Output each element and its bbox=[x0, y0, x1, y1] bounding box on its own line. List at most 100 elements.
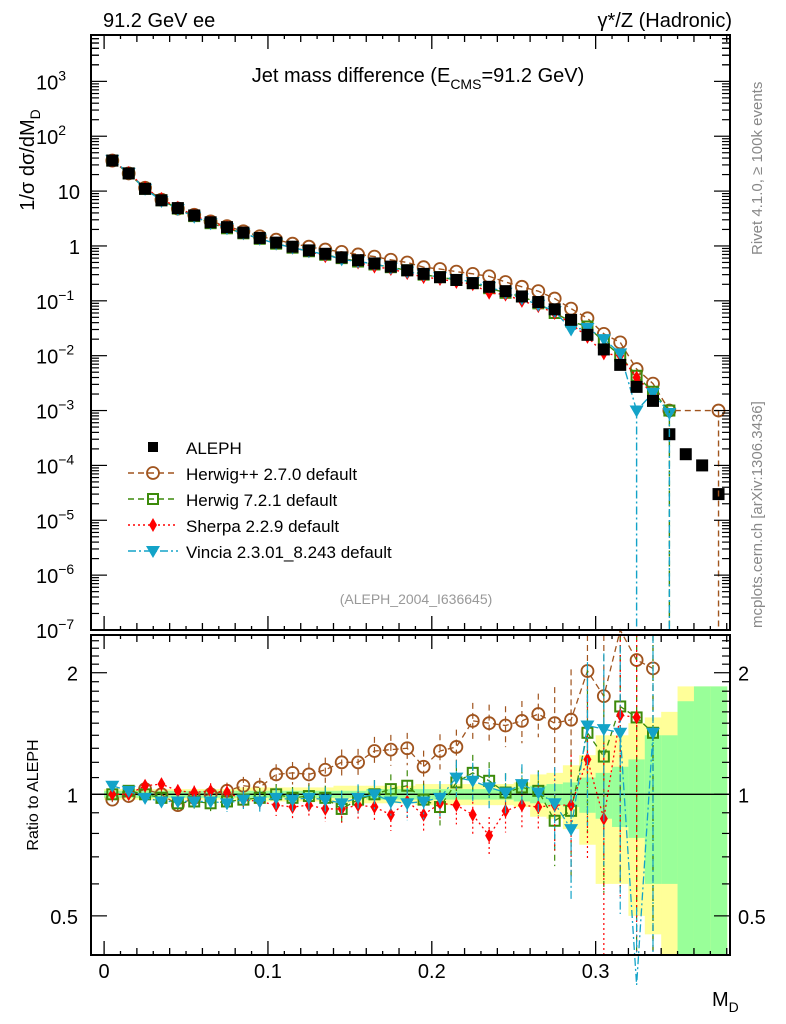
series-herwig-7-2-1-default bbox=[106, 154, 676, 417]
ratio-data-point bbox=[465, 713, 480, 728]
legend-marker-icon bbox=[146, 546, 160, 558]
ratio-data-point bbox=[498, 787, 513, 800]
band-inner-bin bbox=[693, 686, 711, 955]
x-axis-label-main: M bbox=[712, 989, 729, 1011]
ratio-data-point bbox=[400, 798, 415, 811]
ratio-data-point bbox=[580, 720, 595, 733]
y-tick-base: 10 bbox=[36, 511, 58, 533]
ratio-data-point bbox=[318, 794, 333, 807]
legend-marker-icon bbox=[147, 493, 159, 505]
data-point bbox=[368, 257, 381, 270]
ratio-data-point bbox=[141, 778, 150, 793]
ratio-data-point bbox=[105, 780, 120, 793]
ratio-data-point bbox=[485, 828, 494, 843]
ratio-y-tick-label: 1 bbox=[67, 785, 78, 807]
legend-entry: Herwig++ 2.7.0 default bbox=[128, 465, 357, 484]
ratio-data-point bbox=[252, 796, 267, 809]
ratio-data-point bbox=[531, 707, 546, 721]
series-line bbox=[111, 160, 654, 395]
data-point bbox=[253, 231, 266, 244]
y-tick-exponent: −1 bbox=[58, 287, 74, 303]
ratio-data-point bbox=[121, 785, 136, 798]
y-tick-base: 10 bbox=[36, 566, 58, 588]
data-point bbox=[679, 448, 692, 461]
data-point bbox=[581, 328, 594, 341]
ratio-data-point bbox=[400, 741, 415, 756]
data-point bbox=[613, 335, 628, 350]
y-tick-exponent: −7 bbox=[58, 616, 74, 632]
band-inner-bin bbox=[677, 701, 695, 955]
y-tick-exponent: −5 bbox=[58, 506, 74, 522]
y-tick-exponent: −3 bbox=[58, 397, 74, 413]
ratio-data-point bbox=[219, 798, 234, 811]
ratio-data-point bbox=[547, 798, 562, 811]
x-tick-label: 0 bbox=[99, 961, 110, 983]
ratio-data-point bbox=[547, 716, 562, 731]
legend-entry: Sherpa 2.2.9 default bbox=[128, 517, 339, 536]
chart-title-post: =91.2 GeV) bbox=[481, 65, 584, 87]
y-tick-label: 10−2 bbox=[36, 342, 74, 369]
data-point bbox=[286, 240, 299, 253]
ratio-y-tick-label-right: 0.5 bbox=[738, 907, 766, 929]
data-point bbox=[401, 264, 414, 277]
data-point bbox=[204, 216, 217, 229]
ratio-data-point bbox=[318, 762, 333, 777]
legend-label: Herwig++ 2.7.0 default bbox=[186, 465, 357, 484]
ratio-data-point bbox=[416, 759, 431, 774]
ratio-data-point bbox=[515, 713, 529, 728]
y-tick-label: 10−6 bbox=[36, 561, 74, 588]
y-tick-base: 10 bbox=[36, 292, 58, 314]
data-point bbox=[188, 209, 201, 222]
legend-label: ALEPH bbox=[186, 439, 242, 458]
ratio-data-point bbox=[154, 796, 169, 809]
data-point bbox=[613, 348, 628, 361]
ratio-data-point bbox=[468, 807, 477, 822]
ratio-data-point bbox=[370, 800, 379, 815]
data-point bbox=[270, 236, 283, 249]
band-inner-bin bbox=[710, 686, 728, 955]
axes-layer: 0 0.1 0.2 0.310310210110−110−210−310−410−51… bbox=[36, 34, 766, 983]
data-point bbox=[564, 301, 578, 316]
y-axis-label-main: 1/σ dσ/dM bbox=[17, 119, 39, 210]
x-tick-label: 0.1 bbox=[254, 961, 282, 983]
data-point bbox=[220, 221, 233, 234]
header-right-label: γ*/Z (Hadronic) bbox=[598, 10, 732, 32]
ratio-data-point bbox=[222, 785, 231, 800]
data-point bbox=[532, 296, 545, 309]
data-point bbox=[450, 273, 463, 286]
ratio-data-point bbox=[285, 765, 300, 780]
data-point bbox=[596, 334, 611, 347]
ratio-data-point bbox=[203, 796, 218, 809]
y-tick-label: 10−1 bbox=[36, 287, 74, 314]
ratio-data-point bbox=[632, 710, 641, 725]
ratio-frame bbox=[90, 634, 731, 956]
data-point bbox=[155, 194, 168, 207]
ratio-data-point bbox=[514, 779, 529, 792]
y-tick-exponent: −2 bbox=[58, 342, 74, 358]
ratio-y-axis-label: Ratio to ALEPH bbox=[25, 739, 42, 850]
ratio-data-point bbox=[645, 727, 660, 740]
data-point bbox=[696, 459, 709, 472]
ratio-data-point bbox=[157, 777, 166, 792]
y-tick-exponent: 3 bbox=[58, 67, 66, 83]
ratio-data-point bbox=[452, 798, 461, 813]
ratio-y-tick-label: 2 bbox=[67, 664, 78, 686]
data-point bbox=[466, 277, 479, 290]
data-point bbox=[646, 394, 659, 407]
y-tick-label: 103 bbox=[36, 67, 66, 94]
ratio-uncertainty-band bbox=[104, 686, 728, 955]
y-tick-base: 10 bbox=[36, 127, 58, 149]
x-tick-label: 0.3 bbox=[582, 961, 610, 983]
ratio-data-point bbox=[449, 772, 464, 785]
legend-label: Vincia 2.3.01_8.243 default bbox=[186, 543, 392, 562]
series-aleph bbox=[106, 154, 725, 501]
band-inner-bin bbox=[661, 735, 679, 884]
data-point bbox=[319, 247, 332, 260]
ratio-series-line bbox=[112, 714, 637, 837]
y-tick-label: 10−3 bbox=[36, 397, 74, 424]
chart-title-pre: Jet mass difference (E bbox=[252, 65, 451, 87]
ratio-data-point bbox=[564, 712, 578, 727]
x-tick-label: 0.2 bbox=[418, 961, 446, 983]
ratio-series-line bbox=[112, 724, 654, 986]
